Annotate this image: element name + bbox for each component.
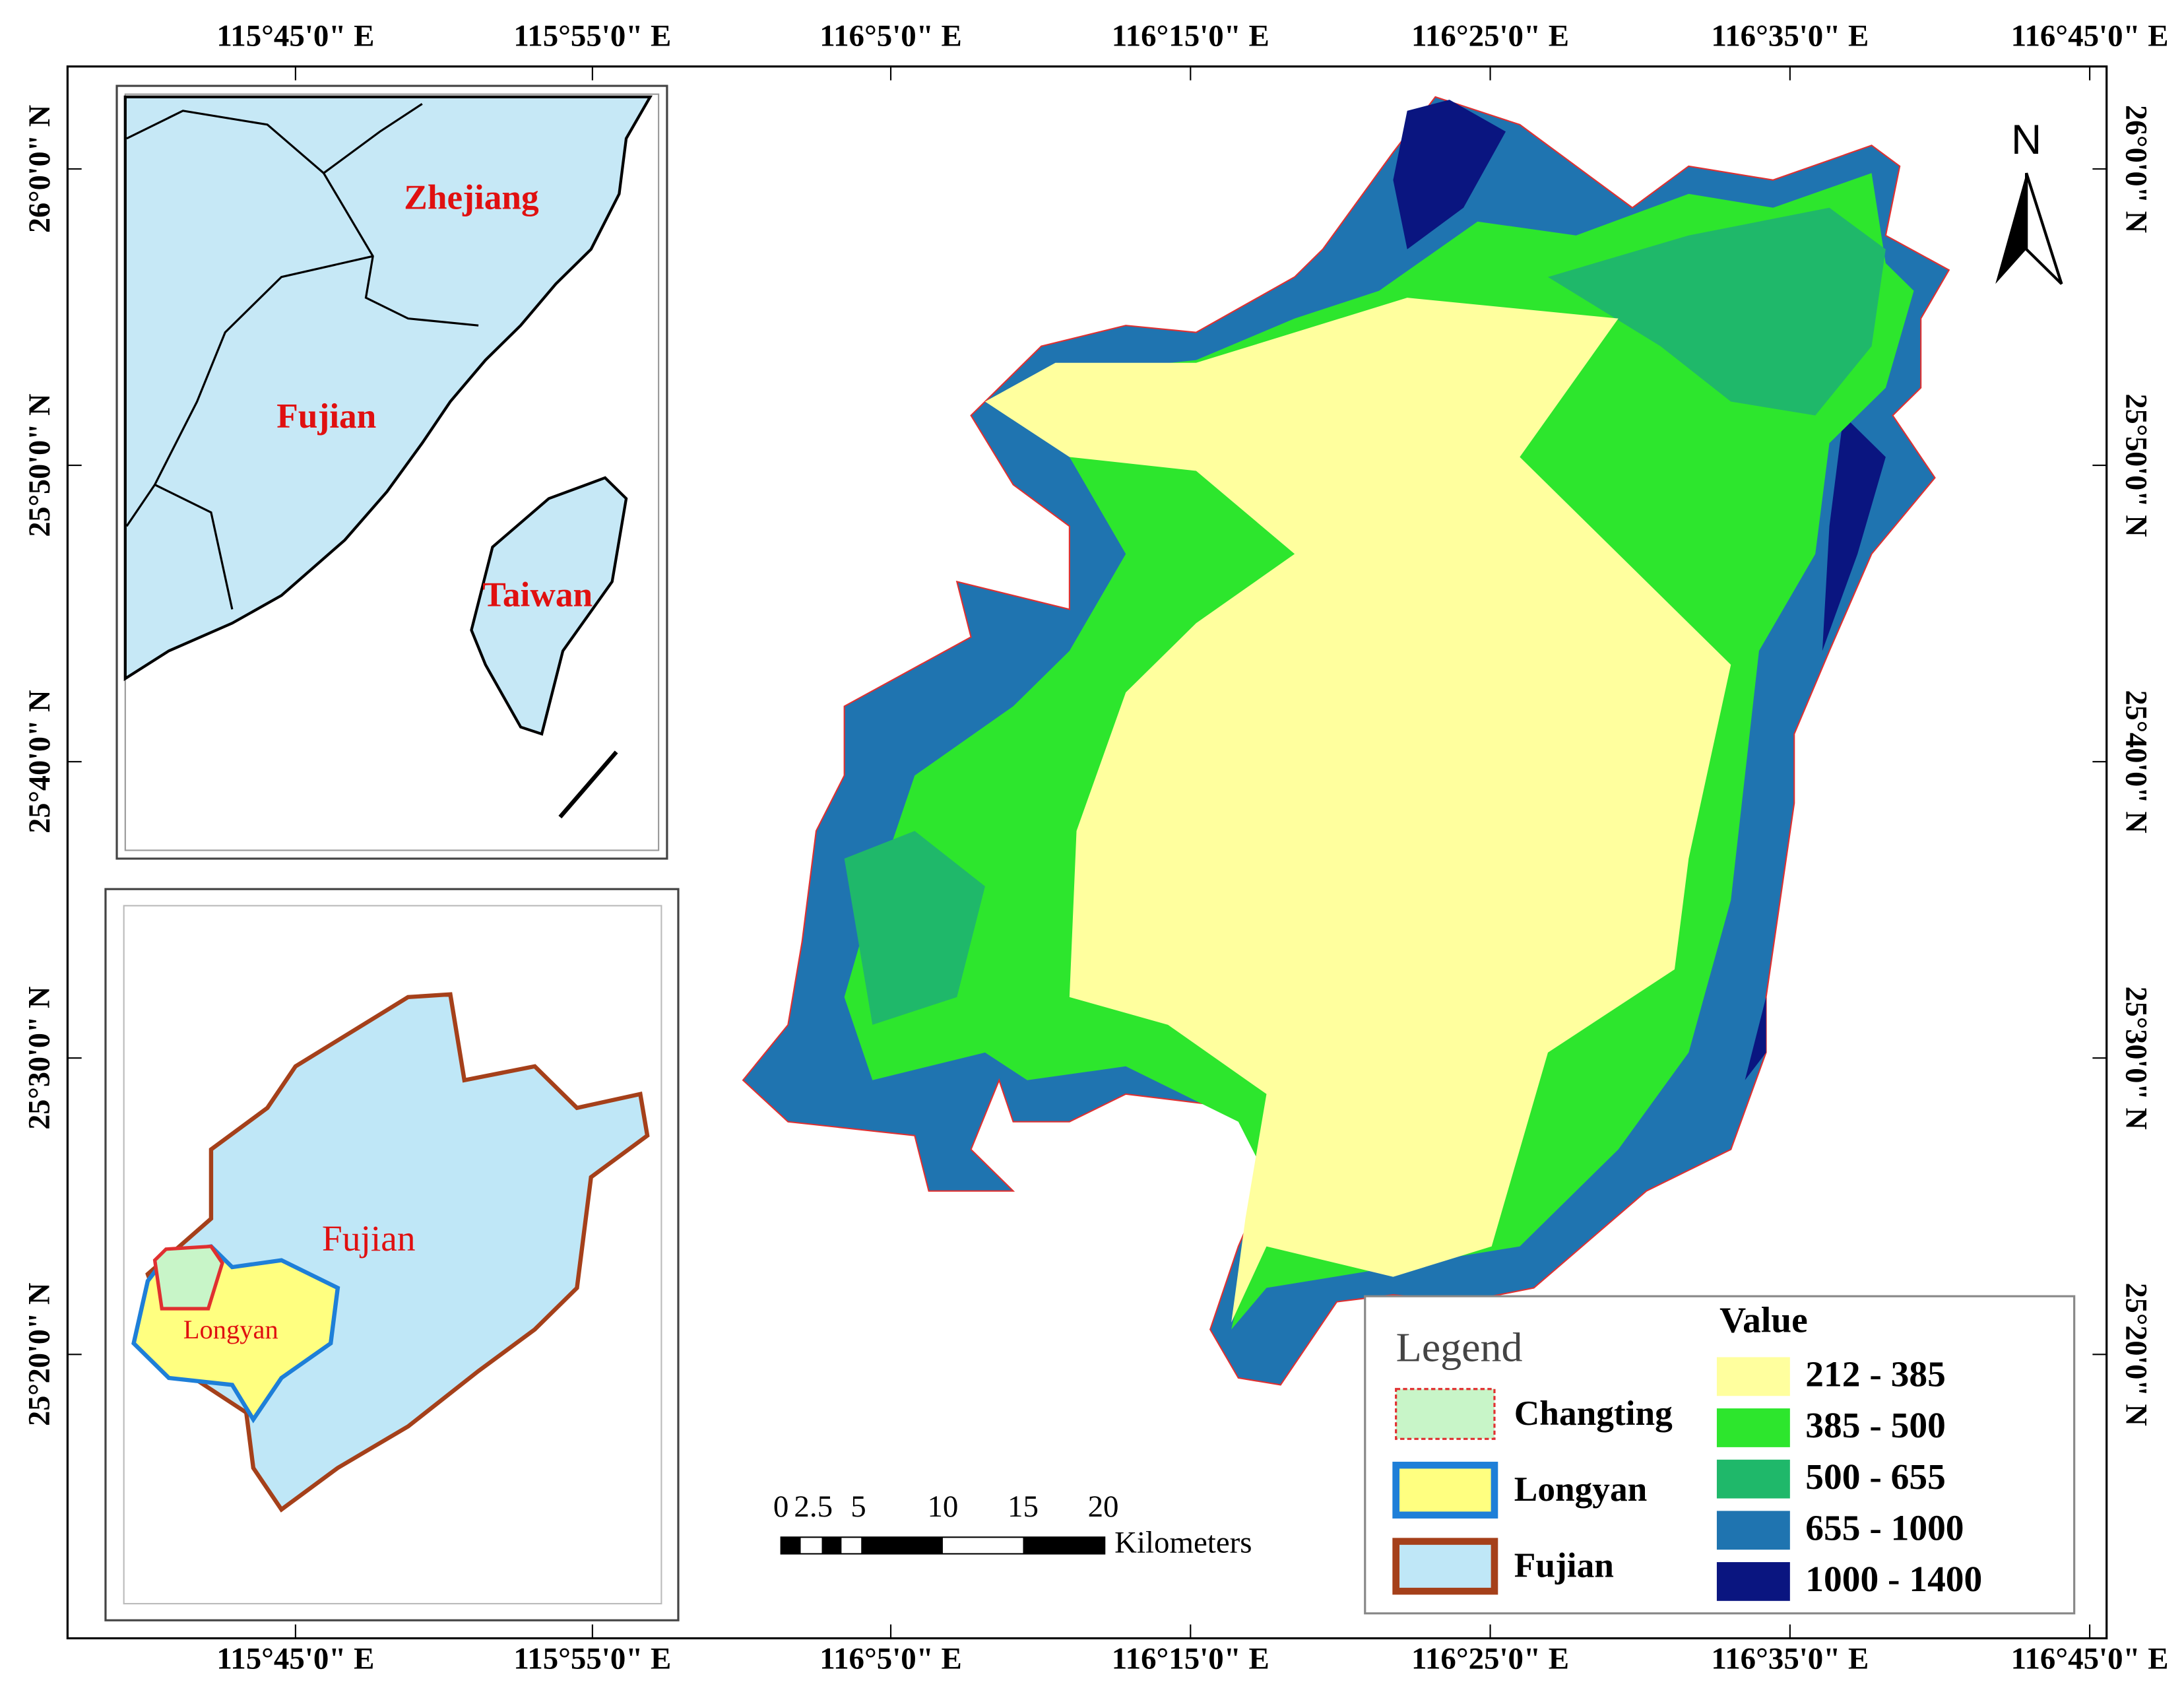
elevation-1000-1400 — [1393, 100, 1886, 1080]
legend: Legend Value Changting Longyan Fujian 212 -… — [1364, 1295, 2076, 1615]
lat-label: 25°20'0" N — [22, 1283, 56, 1426]
scale-tick-label: 2.5 — [794, 1490, 833, 1524]
inset-inner-frame — [123, 905, 662, 1605]
lat-label: 25°40'0" N — [22, 690, 56, 834]
scale-tick-label: 15 — [1008, 1490, 1039, 1524]
island-chain — [558, 750, 618, 819]
scale-tick-label: 0 — [773, 1490, 788, 1524]
scale-unit: Kilometers — [1114, 1526, 1252, 1560]
legend-swatch — [1395, 1388, 1496, 1440]
value-label: 1000 - 1400 — [1805, 1559, 1982, 1599]
region-label: Longyan — [183, 1315, 278, 1344]
lon-label: 115°45'0" E — [216, 20, 374, 53]
lon-label: 115°55'0" E — [513, 20, 671, 53]
lat-label: 25°50'0" N — [2119, 394, 2152, 537]
lon-label: 116°25'0" E — [1411, 20, 1569, 53]
value-label: 385 - 500 — [1805, 1406, 1946, 1446]
value-swatch — [1716, 1408, 1790, 1447]
elevation-212-385 — [984, 298, 1731, 1323]
mainland — [123, 95, 653, 682]
inset-top: Zhejiang Fujian Taiwan — [115, 84, 668, 860]
lat-label: 26°0'0" N — [22, 105, 56, 233]
lon-label: 116°35'0" E — [1711, 1643, 1869, 1676]
arrow-right — [2025, 172, 2063, 285]
lon-label: 115°55'0" E — [513, 1643, 671, 1676]
region-label: Taiwan — [482, 576, 593, 614]
value-label: 655 - 1000 — [1805, 1508, 1964, 1548]
region-label: Fujian — [276, 397, 376, 436]
lon-label: 116°5'0" E — [819, 1643, 962, 1676]
lat-label: 25°30'0" N — [2119, 987, 2152, 1130]
legend-swatch — [1392, 1538, 1498, 1595]
legend-label: Fujian — [1514, 1547, 1614, 1585]
value-title: Value — [1719, 1300, 1808, 1340]
lat-label: 25°40'0" N — [2119, 690, 2152, 834]
lon-label: 116°15'0" E — [1112, 1643, 1269, 1676]
lon-label: 116°45'0" E — [2011, 20, 2169, 53]
taiwan — [470, 476, 628, 736]
scale-tick-label: 10 — [927, 1490, 958, 1524]
elevation-map — [742, 96, 1950, 1386]
scale-tick-label: 20 — [1088, 1490, 1119, 1524]
legend-swatch — [1392, 1461, 1498, 1519]
scale-bar-segment — [1023, 1537, 1105, 1554]
scale-bar: Kilometers 0 2.5 5 10 15 20 — [773, 1490, 1252, 1559]
map-frame — [66, 65, 2108, 1640]
lat-label: 25°20'0" N — [2119, 1283, 2152, 1426]
changting-outline — [152, 1244, 224, 1311]
lat-label: 26°0'0" N — [2119, 105, 2152, 233]
elevation-500-655 — [844, 207, 1886, 1025]
region-label: Zhejiang — [404, 179, 538, 217]
legend-label: Changting — [1514, 1394, 1673, 1433]
scale-bar-segment — [781, 1537, 801, 1554]
value-label: 212 - 385 — [1805, 1354, 1946, 1394]
lon-label: 116°45'0" E — [2011, 1643, 2169, 1676]
value-swatch — [1716, 1562, 1790, 1601]
lon-label: 116°15'0" E — [1112, 20, 1269, 53]
lon-label: 116°25'0" E — [1411, 1643, 1569, 1676]
region-label: Fujian — [322, 1218, 416, 1259]
inset-bottom: Fujian Longyan — [104, 888, 680, 1621]
scale-bar-segment — [821, 1537, 842, 1554]
lon-label: 116°35'0" E — [1711, 20, 1869, 53]
value-swatch — [1716, 1459, 1790, 1499]
value-swatch — [1716, 1357, 1790, 1396]
lat-label: 25°50'0" N — [22, 394, 56, 537]
scale-bar-segment — [861, 1537, 943, 1554]
value-swatch — [1716, 1511, 1790, 1550]
lat-label: 25°30'0" N — [22, 987, 56, 1130]
legend-title: Legend — [1396, 1324, 1523, 1370]
scale-tick-label: 5 — [851, 1490, 866, 1524]
legend-label: Longyan — [1514, 1471, 1647, 1509]
north-label: N — [2011, 117, 2041, 162]
province-borders — [125, 103, 479, 610]
value-label: 500 - 655 — [1805, 1457, 1946, 1497]
lon-label: 116°5'0" E — [819, 20, 962, 53]
lon-label: 115°45'0" E — [216, 1643, 374, 1676]
